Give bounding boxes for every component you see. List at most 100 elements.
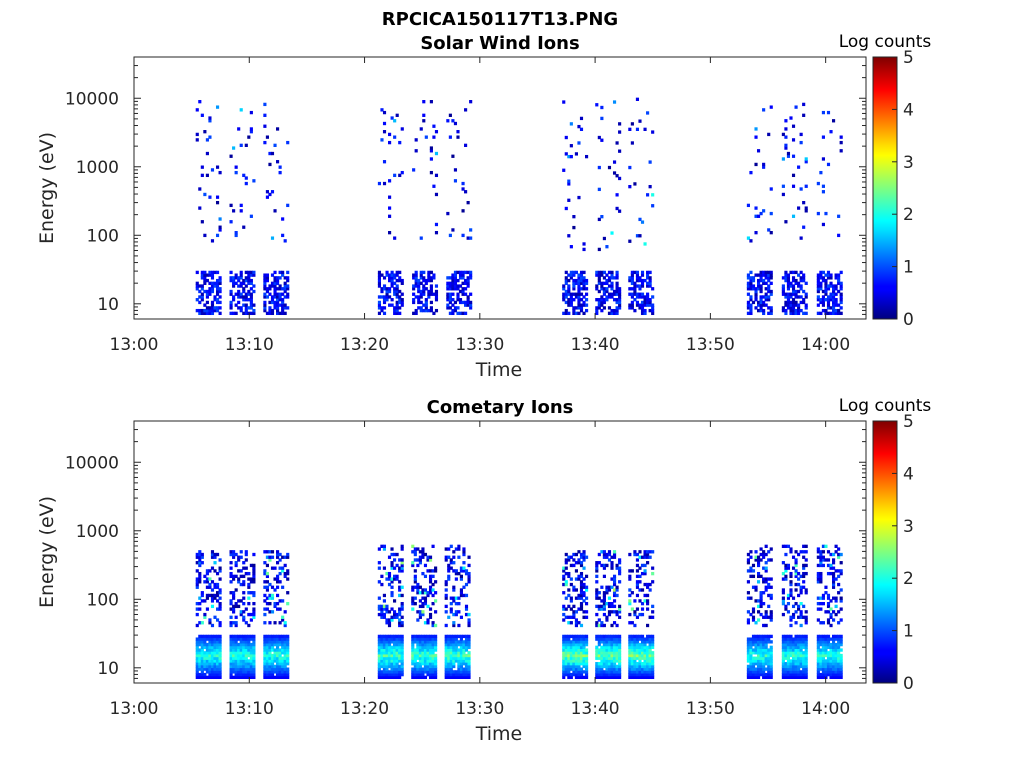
heatmap-cell [421,662,425,666]
heatmap-cell [242,278,246,283]
heatmap-cell [640,555,645,559]
heatmap-cell [648,281,652,285]
heatmap-cell [239,640,243,644]
heatmap-cell [837,664,841,669]
heatmap-cell [210,651,215,655]
heatmap-cell [579,640,584,644]
heatmap-cell [434,653,438,658]
heatmap-cell [286,634,290,639]
heatmap-cell [579,555,584,559]
heatmap-cell [826,601,831,606]
heatmap-cell [607,311,612,316]
heatmap-cell [200,662,204,666]
heatmap-cell [268,648,272,652]
heatmap-cell [270,284,275,288]
heatmap-cell [265,563,269,568]
heatmap-cell [218,278,222,283]
heatmap-cell [646,298,650,302]
heatmap-cell [398,645,402,649]
heatmap-cell [630,276,634,280]
heatmap-cell [826,298,831,302]
heatmap-cell [789,571,793,576]
heatmap-cell [268,550,272,554]
heatmap-cell [278,580,282,584]
heatmap-cell [449,672,453,677]
heatmap-cell [395,667,399,671]
heatmap-cell [281,642,285,647]
heatmap-cell [797,640,801,644]
heatmap-cell [447,574,451,579]
heatmap-cell [276,127,280,131]
heatmap-cell [579,298,584,302]
heatmap-cell [234,601,238,606]
heatmap-cell [797,284,801,288]
heatmap-cell [577,306,581,310]
heatmap-cell [569,303,573,307]
heatmap-cell [746,640,750,644]
heatmap-cell [447,672,451,677]
heatmap-cell [198,311,202,316]
heatmap-cell [421,550,425,554]
heatmap-cell [826,640,831,644]
heatmap-cell [229,220,233,224]
heatmap-cell [618,558,622,562]
heatmap-cell [628,577,632,581]
heatmap-cell [198,284,202,288]
heatmap-cell [643,662,647,666]
heatmap-cell [794,563,798,568]
heatmap-cell [423,599,428,603]
heatmap-cell [802,667,806,671]
heatmap-cell [799,601,803,606]
heatmap-cell [607,596,612,600]
heatmap-cell [615,273,619,277]
heatmap-cell [607,552,612,557]
heatmap-cell [239,651,243,655]
heatmap-cell [464,642,469,647]
heatmap-cell [205,295,209,299]
heatmap-cell [784,675,788,680]
heatmap-cell [382,659,386,663]
heatmap-cell [385,295,389,299]
heatmap-cell [461,289,465,294]
heatmap-cell [826,672,831,677]
heatmap-cell [577,287,581,291]
heatmap-cell [276,667,280,671]
heatmap-cell [200,113,204,117]
heatmap-cell [762,645,766,649]
heatmap-cell [648,270,652,275]
heatmap-cell [278,571,282,576]
heatmap-cell [195,561,199,565]
heatmap-cell [232,278,236,283]
heatmap-cell [595,270,599,275]
heatmap-cell [237,284,241,288]
heatmap-cell [762,303,766,307]
heatmap-cell [429,276,433,280]
heatmap-cell [786,278,791,283]
heatmap-cell [585,637,589,641]
heatmap-cell [628,287,632,291]
heatmap-cell [786,675,791,680]
heatmap-cell [453,287,458,291]
heatmap-cell [618,672,622,677]
heatmap-cell [633,634,637,639]
heatmap-cell [762,577,766,581]
y-tick-label: 100 [87,590,119,610]
heatmap-cell [751,637,756,641]
heatmap-cell [215,634,220,639]
heatmap-cell [574,651,578,655]
heatmap-cell [467,645,471,649]
heatmap-cell [382,121,387,126]
heatmap-cell [749,306,753,310]
heatmap-cell [595,648,599,652]
x-axis-label: Time [475,359,523,381]
heatmap-cell [434,295,439,299]
heatmap-cell [781,672,785,677]
heatmap-cell [464,634,469,639]
heatmap-cell [451,303,455,307]
heatmap-cell [462,561,466,565]
heatmap-cell [651,642,655,647]
heatmap-cell [215,585,220,589]
heatmap-cell [247,662,251,666]
heatmap-cell [382,656,386,660]
heatmap-cell [263,664,267,669]
